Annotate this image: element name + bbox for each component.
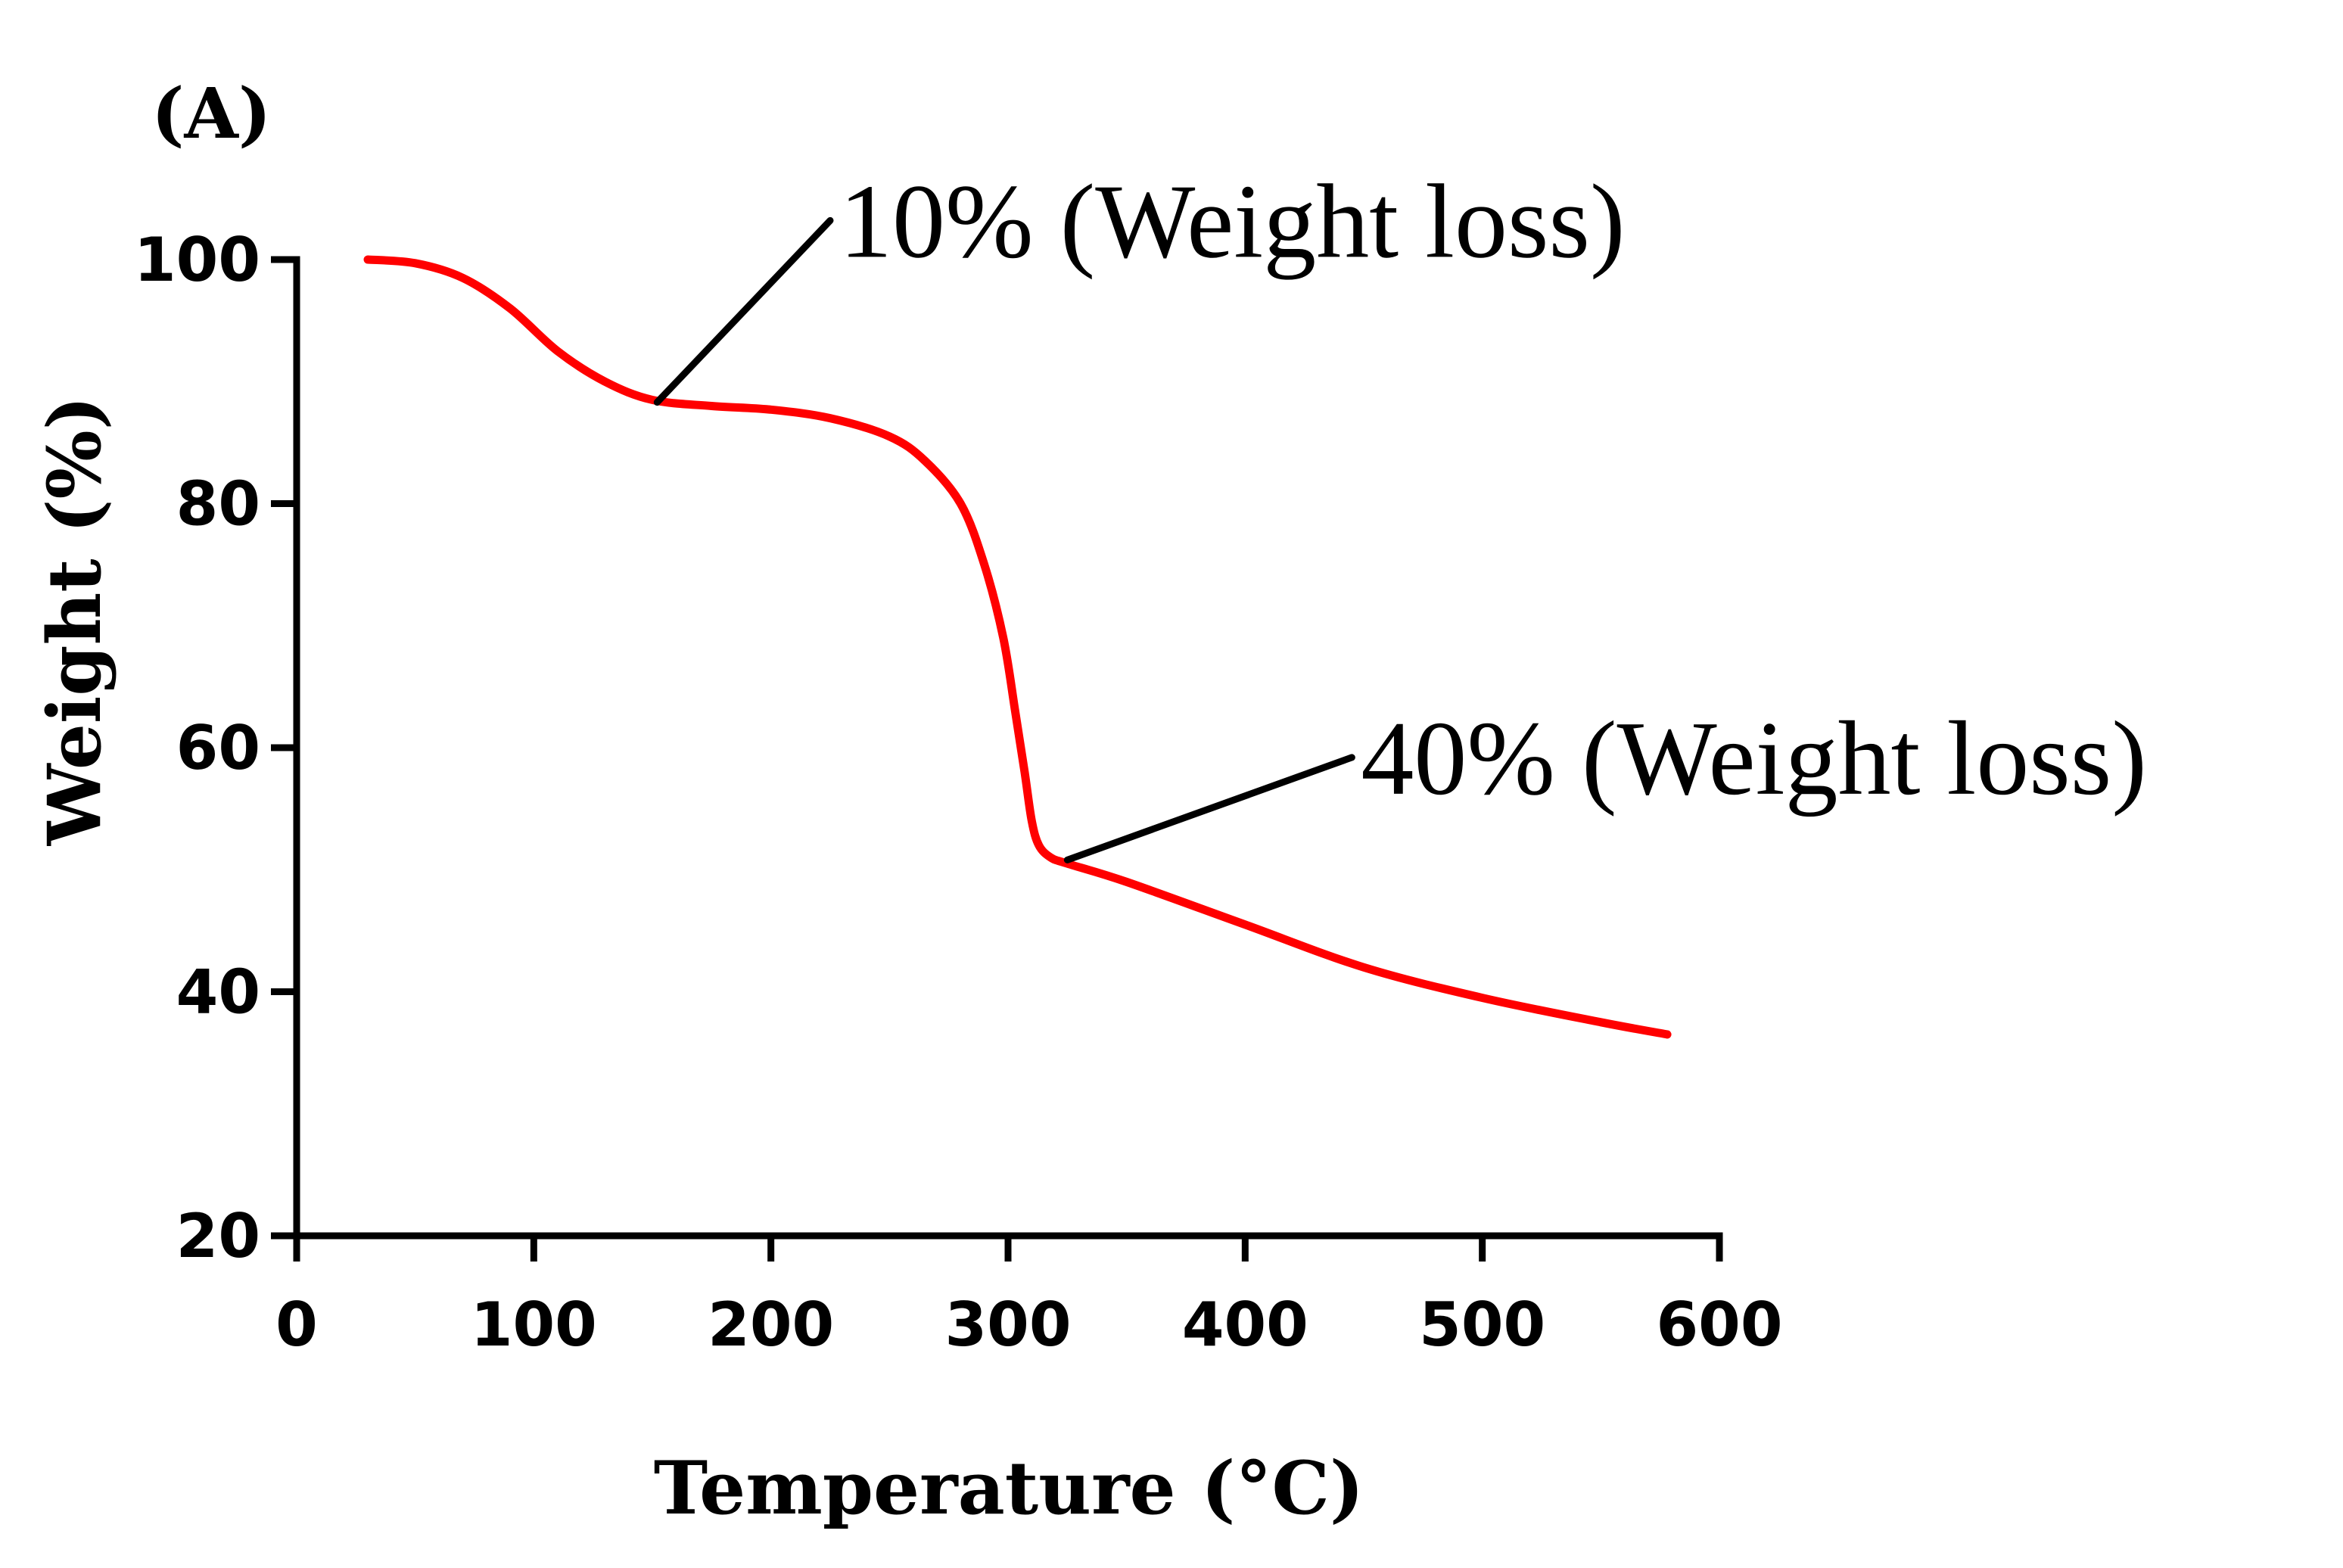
x-tick-label: 600 xyxy=(1657,1290,1783,1360)
panel-label: (A) xyxy=(151,73,271,154)
annotation-leader-line xyxy=(1063,754,1355,863)
y-tick-label: 100 xyxy=(134,225,260,295)
annotation-label: 10% (Weight loss) xyxy=(839,163,1626,280)
y-axis-title: Weight (%) xyxy=(32,396,117,846)
x-tick-label: 500 xyxy=(1419,1290,1545,1360)
y-tick-label: 80 xyxy=(176,469,260,540)
x-tick-label: 100 xyxy=(471,1290,597,1360)
y-tick-label: 20 xyxy=(176,1201,260,1271)
x-tick-label: 0 xyxy=(275,1290,318,1360)
x-tick-label: 300 xyxy=(945,1290,1072,1360)
y-tick-label: 60 xyxy=(176,713,260,783)
annotation-label: 40% (Weight loss) xyxy=(1361,700,2147,817)
y-ticks: 20 40 60 80 100 xyxy=(134,225,297,1271)
x-ticks: 0 100 200 300 400 500 600 xyxy=(275,1236,1783,1360)
y-tick-label: 40 xyxy=(176,957,260,1028)
annotation-leader-line xyxy=(653,216,834,406)
annotations: 10% (Weight loss) 40% (Weight loss) xyxy=(653,163,2147,863)
x-axis-title: Temperature (°C) xyxy=(654,1445,1364,1531)
x-tick-label: 200 xyxy=(708,1290,834,1360)
tga-series-line xyxy=(363,255,1672,1039)
x-tick-label: 400 xyxy=(1182,1290,1308,1360)
